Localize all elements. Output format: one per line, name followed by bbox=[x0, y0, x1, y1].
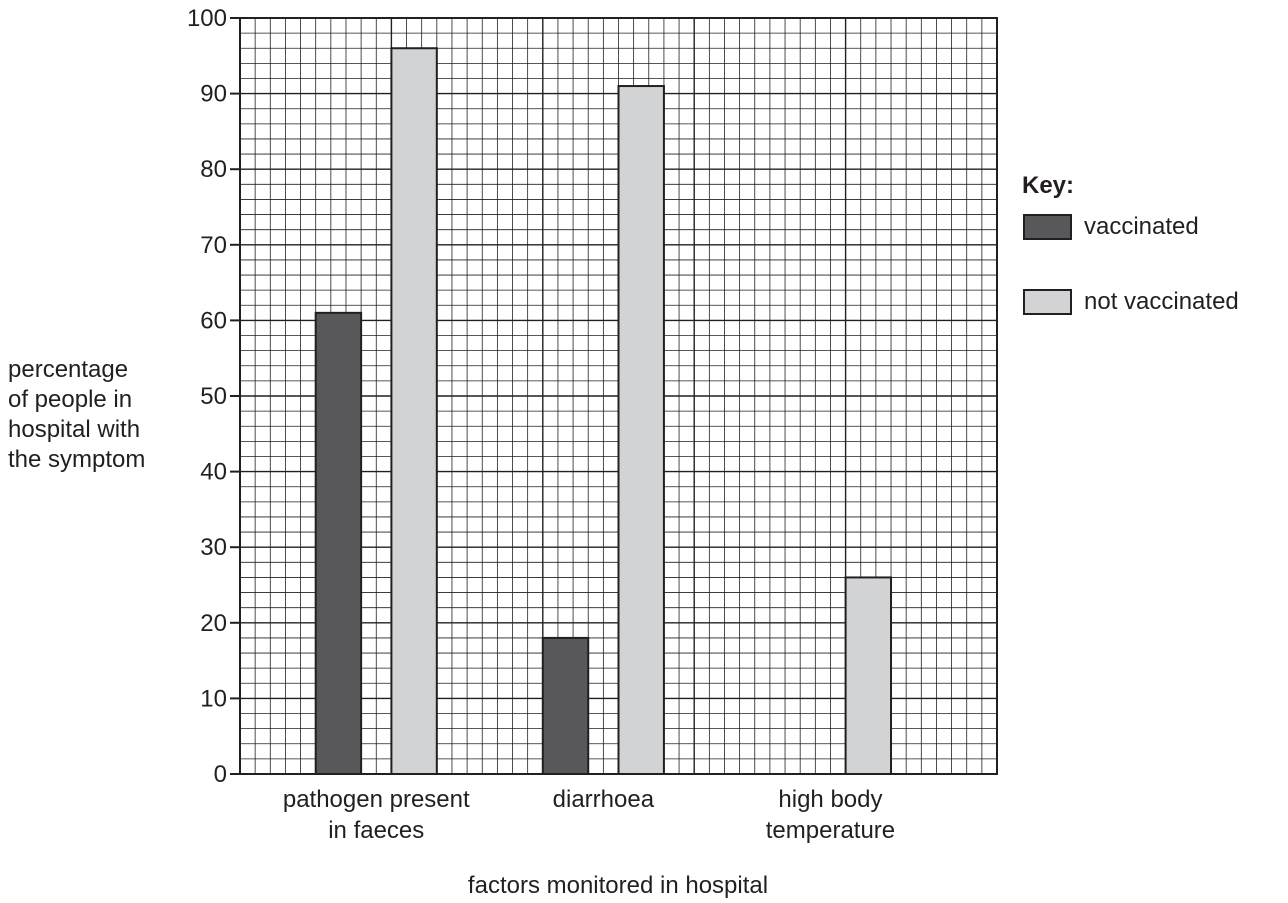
y-tick-label: 40 bbox=[200, 459, 227, 486]
y-tick-label: 80 bbox=[200, 156, 227, 183]
x-category-labels: pathogen present in faeces diarrhoea high b… bbox=[283, 786, 895, 844]
y-tick-label: 10 bbox=[200, 685, 227, 712]
bar-not-vaccinated bbox=[617, 85, 665, 776]
legend-title: Key: bbox=[1022, 172, 1074, 199]
y-tick-label: 20 bbox=[200, 610, 227, 637]
y-tick-label: 70 bbox=[200, 232, 227, 259]
x-axis-label: factors monitored in hospital bbox=[468, 872, 768, 899]
y-tick-label: 100 bbox=[187, 5, 227, 32]
legend-swatch-vaccinated bbox=[1023, 214, 1072, 240]
bar-not-vaccinated bbox=[844, 576, 893, 775]
bar-not-vaccinated bbox=[390, 47, 438, 776]
y-tick-label: 90 bbox=[200, 81, 227, 108]
x-category-label: diarrhoea bbox=[553, 786, 655, 813]
y-tick-label: 60 bbox=[200, 307, 227, 334]
y-axis-label: percentage of people in hospital with the s… bbox=[8, 356, 145, 473]
y-tick-label: 50 bbox=[200, 383, 227, 410]
y-tick-label: 0 bbox=[214, 761, 227, 788]
bar-vaccinated bbox=[541, 636, 590, 775]
x-category-label: high body temperature bbox=[766, 786, 895, 844]
legend-label: vaccinated bbox=[1084, 213, 1199, 240]
bar-vaccinated bbox=[314, 311, 363, 775]
y-ticks: 0 10 20 30 40 50 60 70 80 90 100 bbox=[187, 5, 240, 788]
y-tick-label: 30 bbox=[200, 534, 227, 561]
legend-label: not vaccinated bbox=[1084, 288, 1239, 315]
legend: Key: vaccinated not vaccinated bbox=[1022, 172, 1239, 315]
x-category-label: pathogen present in faeces bbox=[283, 786, 470, 844]
legend-swatch-not-vaccinated bbox=[1023, 289, 1072, 315]
